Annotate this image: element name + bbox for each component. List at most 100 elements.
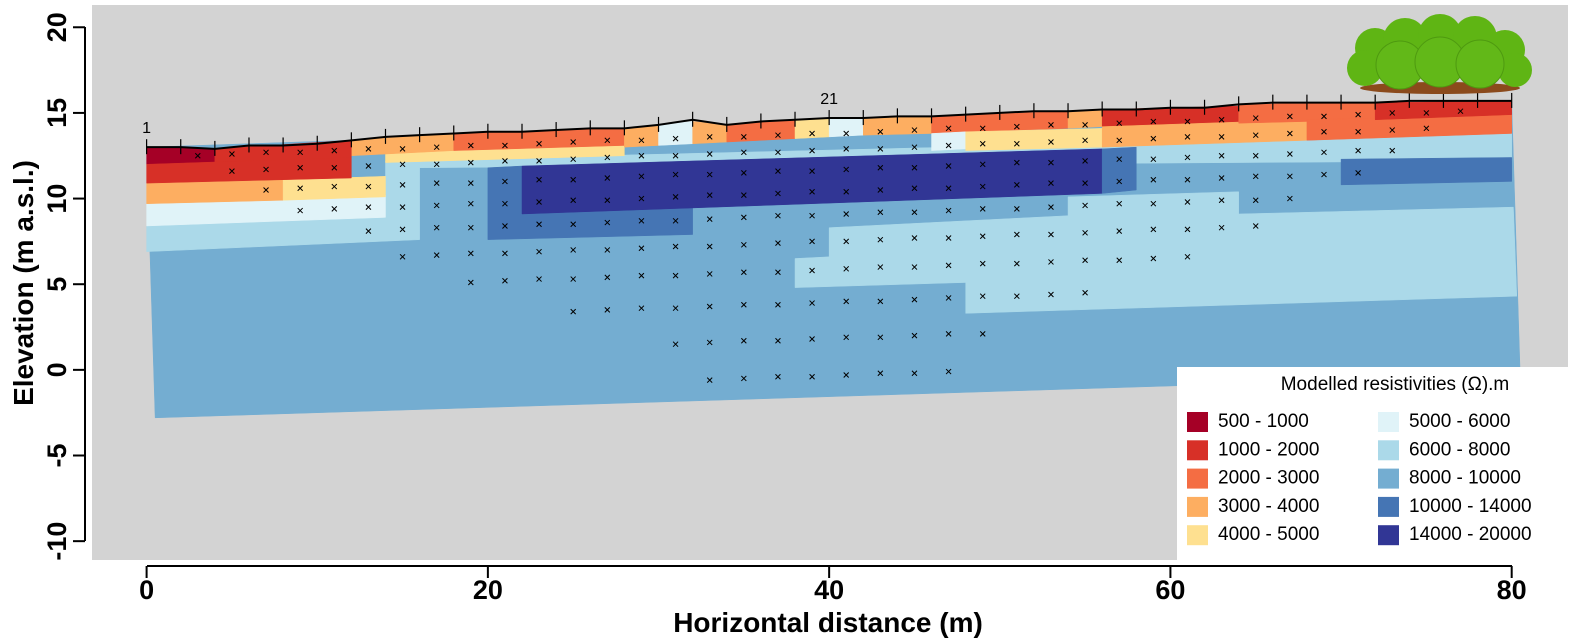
measurement-point	[979, 125, 986, 132]
measurement-point	[945, 368, 952, 375]
measurement-point	[467, 180, 474, 187]
legend-swatch	[1187, 412, 1208, 432]
measurement-point	[877, 236, 884, 243]
x-tick-label: 20	[473, 575, 503, 605]
measurement-point	[1355, 170, 1361, 176]
measurement-point	[467, 159, 474, 166]
measurement-point	[1013, 182, 1020, 188]
measurement-point	[399, 182, 406, 188]
tree-leaf	[1347, 50, 1383, 86]
measurement-point	[433, 161, 440, 168]
legend-label: 4000 - 5000	[1218, 524, 1319, 545]
measurement-point	[740, 375, 747, 382]
measurement-point	[740, 149, 747, 156]
measurement-point	[1287, 195, 1293, 202]
resistivity-region	[931, 131, 966, 151]
measurement-point	[740, 241, 747, 248]
measurement-point	[399, 146, 406, 152]
measurement-point	[809, 238, 815, 245]
y-tick-label: 5	[42, 277, 72, 292]
measurement-point	[911, 209, 918, 216]
measurement-point	[536, 221, 542, 228]
tree-icon	[1347, 14, 1532, 94]
measurement-point	[331, 205, 338, 212]
measurement-point	[536, 176, 542, 183]
measurement-point	[877, 128, 884, 135]
measurement-point	[1048, 180, 1054, 187]
measurement-point	[1184, 176, 1191, 183]
measurement-point	[945, 235, 952, 241]
legend-box	[1177, 367, 1568, 560]
y-tick-label: 15	[42, 98, 72, 128]
measurement-point	[740, 269, 747, 276]
measurement-point	[1048, 159, 1054, 166]
measurement-point	[843, 334, 850, 341]
measurement-point	[775, 212, 781, 219]
measurement-point	[911, 185, 918, 192]
measurement-point	[706, 243, 713, 250]
measurement-point	[1048, 231, 1054, 238]
resistivity-region	[146, 179, 284, 204]
legend-label: 6000 - 8000	[1409, 439, 1510, 460]
measurement-point	[1389, 127, 1396, 133]
measurement-point	[365, 146, 372, 152]
measurement-point	[467, 224, 474, 231]
measurement-point	[331, 183, 338, 190]
measurement-point	[843, 238, 850, 245]
measurement-point	[365, 228, 372, 234]
measurement-point	[672, 193, 679, 200]
measurement-point	[672, 243, 679, 250]
measurement-point	[502, 200, 508, 207]
measurement-point	[877, 164, 884, 171]
measurement-point	[399, 204, 406, 210]
measurement-point	[297, 207, 304, 214]
resistivity-region	[794, 117, 830, 139]
y-tick-label: -10	[42, 522, 72, 561]
resistivity-region	[1340, 157, 1512, 186]
measurement-point	[945, 185, 952, 192]
measurement-point	[1116, 120, 1123, 127]
measurement-point	[1116, 257, 1123, 264]
measurement-point	[877, 298, 884, 305]
legend-label: 5000 - 6000	[1409, 411, 1510, 432]
measurement-point	[1218, 152, 1225, 159]
measurement-point	[1321, 149, 1327, 156]
measurement-point	[1389, 110, 1396, 116]
measurement-point	[877, 146, 884, 152]
measurement-point	[809, 300, 815, 306]
measurement-point	[1218, 134, 1225, 140]
measurement-point	[1389, 147, 1396, 154]
measurement-point	[194, 152, 201, 159]
measurement-point	[809, 267, 815, 274]
measurement-point	[911, 370, 918, 377]
measurement-point	[263, 166, 269, 173]
measurement-point	[911, 296, 918, 303]
measurement-point	[536, 140, 542, 147]
measurement-point	[604, 307, 611, 313]
measurement-point	[1457, 108, 1464, 115]
measurement-point	[1013, 231, 1020, 238]
legend: Modelled resistivities (Ω).m 500 - 1000 1…	[1177, 367, 1568, 560]
measurement-point	[979, 183, 986, 190]
measurement-point	[843, 166, 850, 173]
measurement-point	[945, 125, 952, 132]
measurement-point	[399, 161, 406, 168]
measurement-point	[672, 341, 679, 348]
measurement-point	[365, 204, 372, 210]
measurement-point	[1116, 137, 1123, 144]
measurement-point	[467, 200, 474, 207]
measurement-point	[1252, 132, 1259, 139]
measurement-point	[775, 168, 781, 175]
measurement-point	[1048, 259, 1054, 265]
measurement-point	[1321, 171, 1327, 178]
measurement-point	[706, 171, 713, 178]
x-tick-label: 80	[1497, 575, 1527, 605]
measurement-point	[1082, 122, 1088, 128]
legend-swatch	[1378, 496, 1399, 517]
axes: 0 20 40 60 80 -10 -5 0 5 10 15 20	[42, 12, 1527, 605]
measurement-point	[1116, 178, 1123, 185]
measurement-point	[638, 217, 645, 224]
measurement-point	[706, 339, 713, 346]
